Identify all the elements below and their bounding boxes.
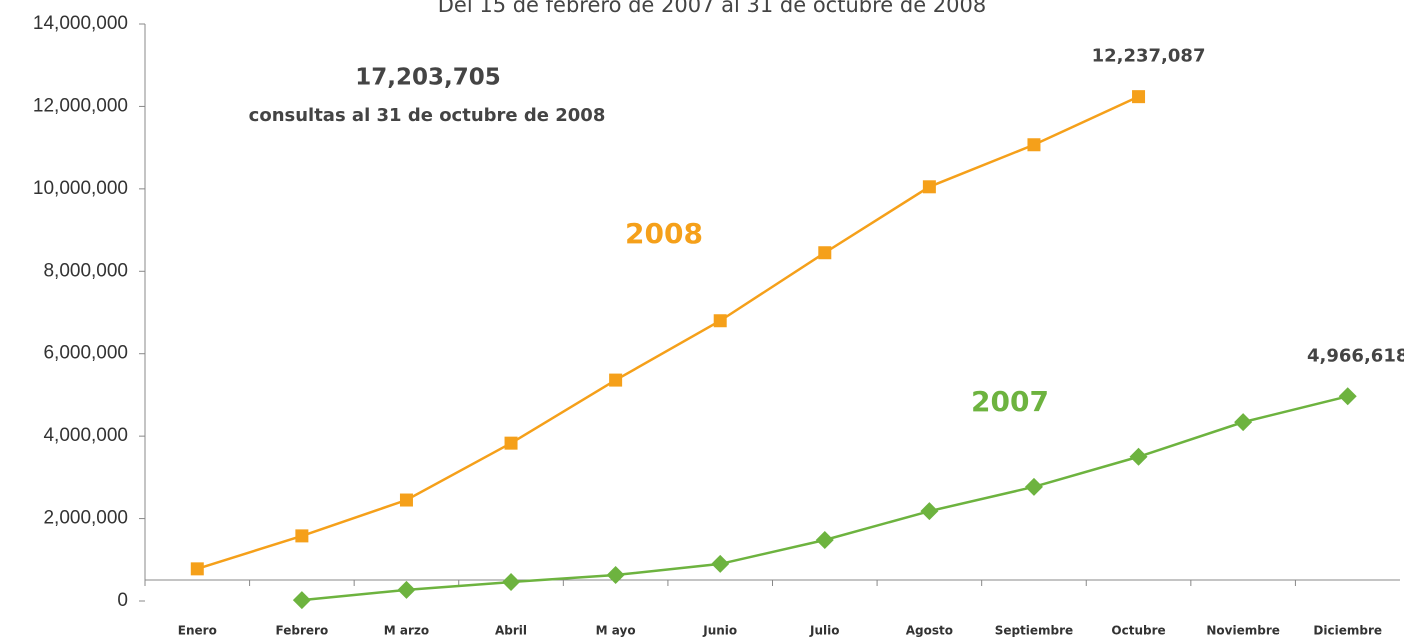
y-tick-label: 6,000,000 bbox=[43, 343, 128, 364]
y-tick-label: 0 bbox=[117, 590, 128, 611]
chart-subtitle: Del 15 de febrero de 2007 al 31 de octub… bbox=[438, 0, 987, 17]
x-tick-label: Julio bbox=[809, 624, 839, 638]
point bbox=[1234, 413, 1253, 432]
x-tick-label: Noviembre bbox=[1206, 624, 1280, 638]
x-tick-label: Junio bbox=[702, 624, 737, 638]
x-tick-label: M ayo bbox=[596, 624, 636, 638]
point bbox=[1027, 138, 1041, 152]
point bbox=[606, 566, 625, 585]
point bbox=[399, 493, 413, 507]
point bbox=[711, 554, 730, 573]
y-tick-label: 2,000,000 bbox=[43, 508, 128, 529]
y-tick-label: 4,000,000 bbox=[43, 425, 128, 446]
point bbox=[292, 591, 311, 610]
x-tick-label: Octubre bbox=[1111, 624, 1165, 638]
data-label: 4,966,618 bbox=[1307, 345, 1404, 366]
y-tick-label: 12,000,000 bbox=[33, 95, 128, 116]
point bbox=[1024, 477, 1043, 496]
point bbox=[920, 502, 939, 521]
point bbox=[815, 531, 834, 550]
series-line bbox=[196, 95, 1140, 571]
point bbox=[295, 529, 309, 543]
point bbox=[1129, 447, 1148, 466]
point bbox=[1132, 90, 1146, 104]
x-tick-label: Enero bbox=[178, 624, 217, 638]
annotation-total: 17,203,705 bbox=[355, 65, 501, 91]
point bbox=[190, 562, 204, 576]
series-label: 2007 bbox=[971, 385, 1049, 418]
y-tick-label: 14,000,000 bbox=[33, 13, 128, 34]
point bbox=[922, 180, 936, 194]
point bbox=[397, 580, 416, 599]
series-label: 2008 bbox=[625, 217, 703, 250]
y-tick-label: 10,000,000 bbox=[33, 178, 128, 199]
data-label: 12,237,087 bbox=[1092, 46, 1206, 67]
point bbox=[713, 314, 727, 328]
point bbox=[502, 573, 521, 592]
annotation-note: consultas al 31 de octubre de 2008 bbox=[249, 105, 606, 126]
x-tick-label: Agosto bbox=[906, 624, 953, 638]
point bbox=[609, 373, 623, 387]
x-tick-label: Septiembre bbox=[995, 624, 1074, 638]
point bbox=[1338, 387, 1357, 406]
x-tick-label: Febrero bbox=[276, 624, 329, 638]
point bbox=[504, 436, 518, 450]
x-tick-label: Abril bbox=[495, 624, 527, 638]
point bbox=[818, 246, 832, 260]
x-tick-label: M arzo bbox=[384, 624, 429, 638]
y-tick-label: 8,000,000 bbox=[43, 260, 128, 281]
x-tick-label: Diciembre bbox=[1313, 624, 1382, 638]
series-line bbox=[301, 395, 1349, 602]
